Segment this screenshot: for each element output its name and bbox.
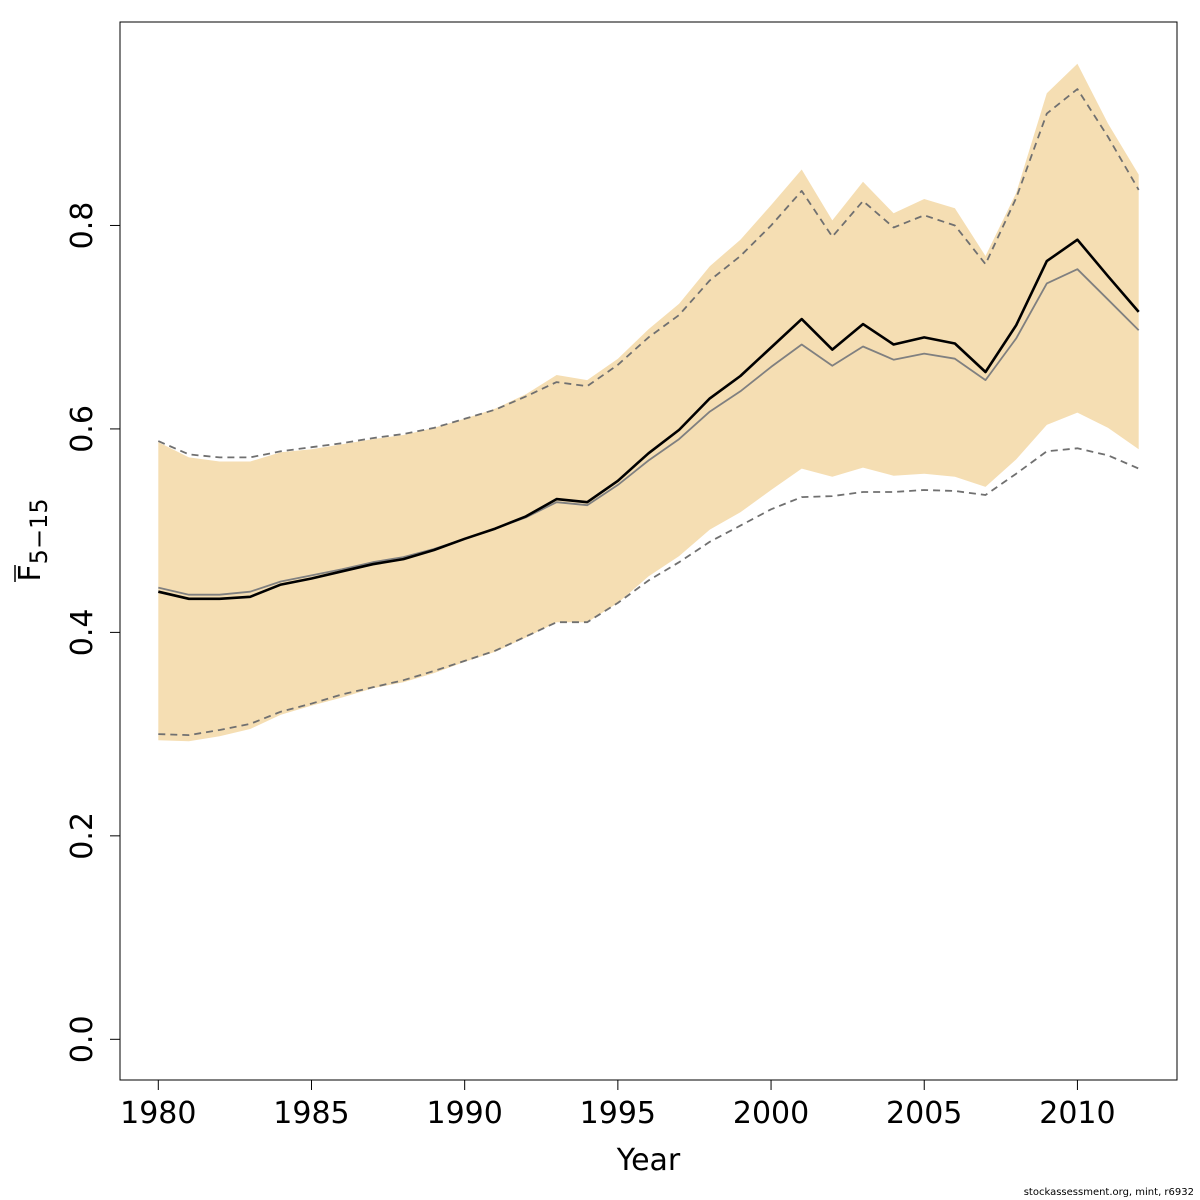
confidence-band (158, 63, 1139, 742)
y-axis-title-subscript: 5−15 (25, 498, 53, 564)
x-tick-label: 1995 (580, 1096, 656, 1131)
y-tick-label: 0.2 (65, 812, 100, 860)
y-tick-label: 0.4 (65, 609, 100, 657)
y-axis: 0.0 0.2 0.4 0.6 0.8 (65, 202, 120, 1063)
x-axis-title: Year (616, 1143, 681, 1178)
y-axis-title: F5−15 (13, 498, 53, 582)
x-tick-label: 1990 (426, 1096, 502, 1131)
x-tick-label: 2005 (886, 1096, 962, 1131)
series-line-0 (158, 238, 1140, 601)
series-lines-layer (157, 88, 1140, 736)
series-line-3 (158, 447, 1140, 736)
confidence-band-layer (158, 63, 1139, 742)
series-line-2 (157, 88, 1140, 459)
plot-frame (119, 21, 1178, 1081)
y-tick-label: 0.8 (65, 202, 100, 250)
x-tick-label: 1985 (273, 1096, 349, 1131)
footer-credit: stockassessment.org, mint, r6932 (1023, 1187, 1194, 1198)
x-tick-label: 2010 (1039, 1096, 1115, 1131)
y-axis-title-main: F (13, 564, 48, 581)
y-tick-label: 0.0 (65, 1015, 100, 1063)
series-line-1 (158, 268, 1140, 596)
y-tick-label: 0.6 (65, 405, 100, 453)
x-tick-label: 1980 (120, 1096, 196, 1131)
x-tick-label: 2000 (733, 1096, 809, 1131)
y-axis-title-text: F5−15 (13, 498, 53, 581)
x-axis: 1980 1985 1990 1995 2000 2005 2010 (120, 1080, 1116, 1131)
